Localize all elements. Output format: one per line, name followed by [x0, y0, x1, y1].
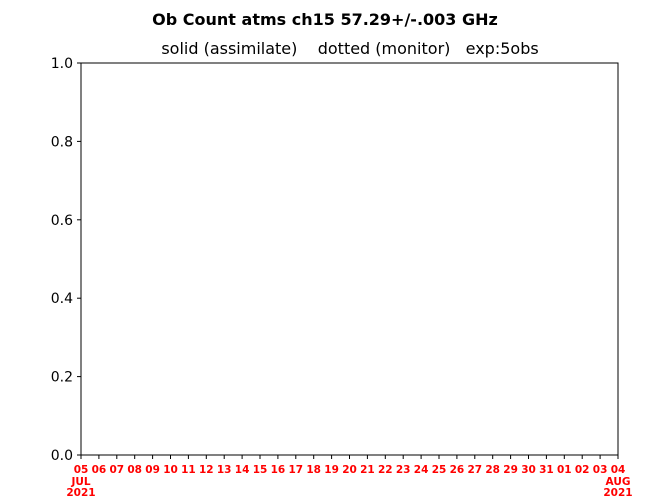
x-year-label: 2021	[66, 487, 95, 499]
y-tick-label: 0.4	[51, 291, 73, 307]
x-tick-label: 13	[217, 464, 232, 476]
x-tick-label: 11	[181, 464, 196, 476]
x-tick-label: 16	[271, 464, 286, 476]
plot-area	[80, 62, 619, 456]
x-tick-label: 17	[288, 464, 303, 476]
x-tick-label: 23	[396, 464, 411, 476]
y-axis: 0.0 0.2 0.4 0.6 0.8 1.0	[51, 56, 81, 464]
x-tick-label: 31	[539, 464, 554, 476]
x-tick-label: 10	[163, 464, 178, 476]
x-tick-label: 18	[306, 464, 321, 476]
x-tick-label: 14	[235, 464, 250, 476]
x-tick-label: 29	[503, 464, 518, 476]
x-tick-label: 05	[74, 464, 89, 476]
y-tick-label: 0.8	[51, 134, 73, 150]
x-tick-label: 28	[485, 464, 500, 476]
x-tick-label: 02	[575, 464, 590, 476]
y-tick-label: 1.0	[51, 56, 73, 72]
x-tick-label: 22	[378, 464, 393, 476]
x-tick-label: 19	[324, 464, 339, 476]
chart-title: Ob Count atms ch15 57.29+/-.003 GHz	[152, 10, 498, 29]
y-tick-label: 0.2	[51, 370, 73, 386]
x-tick-label: 06	[92, 464, 107, 476]
x-tick-label: 30	[521, 464, 536, 476]
x-tick-label: 12	[199, 464, 214, 476]
x-tick-label: 01	[557, 464, 572, 476]
x-tick-label: 03	[593, 464, 608, 476]
x-tick-label: 24	[414, 464, 429, 476]
x-tick-label: 15	[253, 464, 268, 476]
x-month-label: JUL	[70, 476, 90, 488]
x-tick-label: 21	[360, 464, 375, 476]
x-tick-label: 07	[109, 464, 124, 476]
x-tick-label: 20	[342, 464, 357, 476]
x-tick-label: 25	[432, 464, 447, 476]
chart-subtitle: solid (assimilate) dotted (monitor) exp:…	[161, 39, 538, 58]
x-axis: 05 06 07 08 09 10 11 12 13 14 15 16 17 18 19 20 21 22 23 24…	[66, 455, 633, 499]
x-tick-label: 04	[611, 464, 626, 476]
y-tick-label: 0.0	[51, 448, 73, 464]
x-tick-label: 26	[450, 464, 465, 476]
x-tick-label: 08	[127, 464, 142, 476]
y-tick-label: 0.6	[51, 213, 73, 229]
x-month-label: AUG	[606, 476, 631, 488]
x-tick-label: 09	[145, 464, 160, 476]
x-tick-label: 27	[467, 464, 482, 476]
x-year-label: 2021	[603, 487, 632, 499]
